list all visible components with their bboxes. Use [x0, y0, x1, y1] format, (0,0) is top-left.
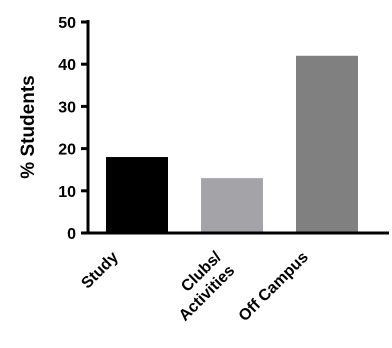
x-tick-label-line: Off Campus: [236, 249, 312, 325]
y-axis-title: % Students: [18, 75, 39, 178]
y-tick-label: 0: [67, 226, 76, 243]
bars: [106, 55, 358, 234]
bar-off-campus: [296, 55, 358, 234]
x-tick-label: Clubs/Activities: [176, 248, 238, 324]
x-tick-label: Off Campus: [236, 249, 312, 325]
y-tick-label: 20: [58, 142, 76, 159]
x-tick-label: Study: [78, 249, 122, 293]
bar-study: [106, 157, 168, 233]
y-tick-label: 10: [58, 184, 76, 201]
y-tick-label: 50: [58, 15, 76, 32]
y-tick-label: 30: [58, 99, 76, 116]
y-axis-ticks: 0 10 20 30 40 50: [58, 15, 88, 243]
x-tick-label-line: Study: [78, 249, 122, 293]
y-tick-label: 40: [58, 57, 76, 74]
bar-clubs-activities: [201, 178, 263, 233]
